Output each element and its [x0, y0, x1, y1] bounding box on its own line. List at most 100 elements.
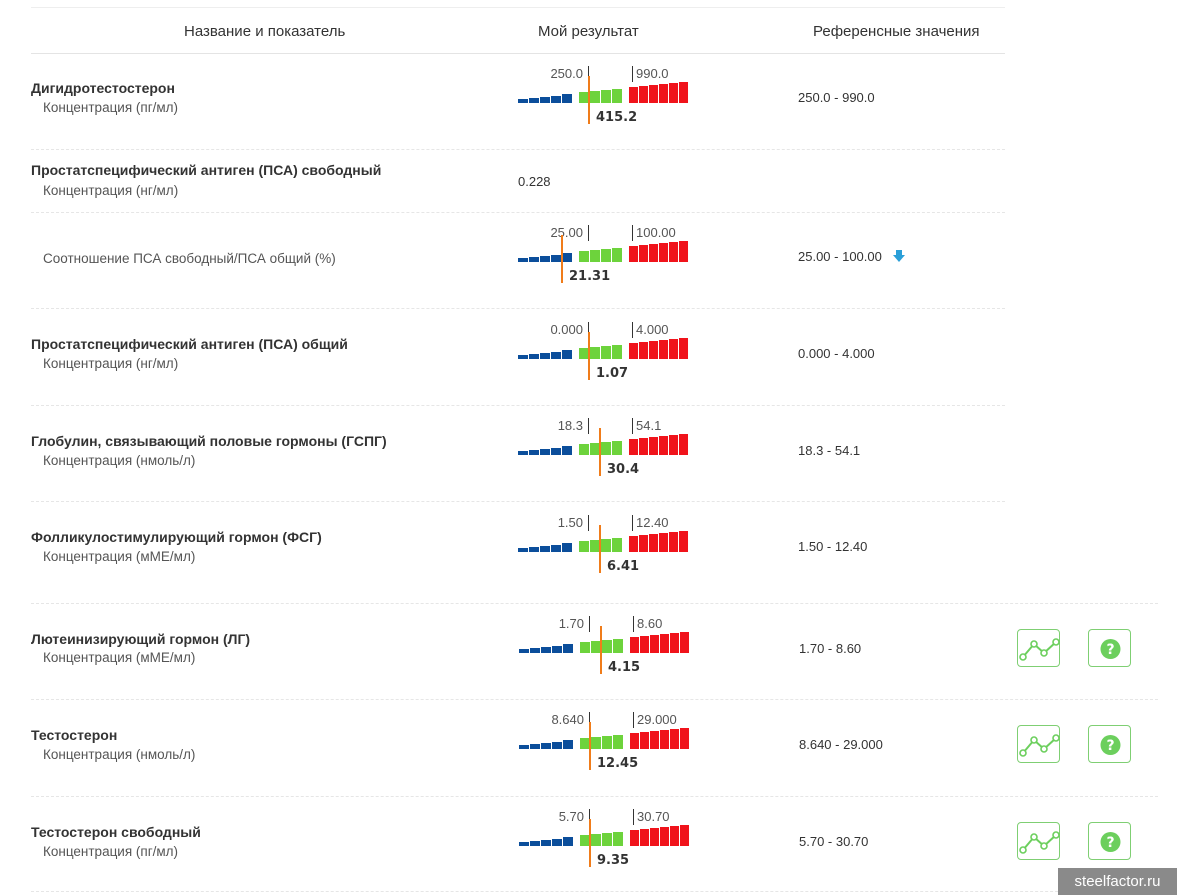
gauge-bar-above	[630, 733, 639, 749]
test-unit: Концентрация (мМЕ/мл)	[43, 650, 196, 665]
gauge-bar-above	[650, 731, 659, 749]
trend-chart-button[interactable]	[1017, 629, 1060, 667]
row-divider	[31, 405, 1005, 406]
gauge-bar-above	[680, 728, 689, 749]
range-high-label: 12.40	[632, 515, 669, 531]
gauge-bar-below	[541, 647, 551, 653]
gauge-bar-below	[562, 543, 572, 552]
help-button[interactable]: ?	[1088, 629, 1131, 667]
result-value: 12.45	[597, 756, 639, 771]
gauge-bar-normal	[602, 640, 612, 653]
range-high-label: 54.1	[632, 418, 661, 434]
gauge-bar-below	[540, 353, 550, 359]
gauge-bar-above	[659, 436, 668, 455]
range-low-label: 8.640	[551, 712, 590, 728]
svg-text:?: ?	[1106, 642, 1114, 658]
gauge-bar-above	[660, 730, 669, 749]
gauge-bar-normal	[612, 441, 622, 455]
test-name: Тестостерон	[31, 727, 118, 743]
range-low-label: 5.70	[559, 809, 590, 825]
gauge-bar-above	[660, 634, 669, 653]
gauge-bar-normal	[579, 92, 589, 103]
help-button[interactable]: ?	[1088, 725, 1131, 763]
test-name: Глобулин, связывающий половые гормоны (Г…	[31, 433, 387, 449]
result-value: 1.07	[596, 366, 629, 381]
gauge-bar-above	[659, 243, 668, 262]
gauge-bar-above	[669, 435, 678, 455]
test-unit: Концентрация (мМЕ/мл)	[43, 549, 196, 564]
gauge-bar-above	[679, 82, 688, 103]
gauge-bar-above	[670, 826, 679, 846]
range-high-label: 8.60	[633, 616, 662, 632]
row-divider	[31, 603, 1158, 604]
gauge-bar-normal	[590, 91, 600, 103]
test-unit: Концентрация (нг/мл)	[43, 183, 179, 198]
gauge-bar-below	[552, 742, 562, 749]
help-button[interactable]: ?	[1088, 822, 1131, 860]
gauge-bar-normal	[612, 248, 622, 262]
result-gauge: 25.00 100.00 21.31	[518, 225, 693, 301]
svg-text:?: ?	[1106, 835, 1114, 851]
trend-chart-button[interactable]	[1017, 725, 1060, 763]
column-header-reference: Референсные значения	[813, 23, 980, 40]
gauge-bar-above	[649, 341, 658, 359]
watermark: steelfactor.ru	[1058, 868, 1177, 895]
gauge-bar-above	[659, 340, 668, 359]
trend-chart-icon	[1019, 734, 1060, 757]
result-marker	[589, 722, 591, 770]
test-name: Лютеинизирующий гормон (ЛГ)	[31, 631, 251, 647]
gauge-bar-above	[679, 241, 688, 262]
gauge-bar-normal	[579, 251, 589, 262]
gauge-bar-above	[659, 533, 668, 552]
range-high-label: 4.000	[632, 322, 669, 338]
gauge-bar-below	[552, 646, 562, 653]
trend-chart-button[interactable]	[1017, 822, 1060, 860]
result-value: 0.228	[518, 174, 551, 189]
range-high-label: 29.000	[633, 712, 677, 728]
gauge-bar-above	[639, 438, 648, 455]
gauge-bar-below	[529, 547, 539, 552]
row-divider	[31, 891, 1158, 892]
result-marker	[588, 76, 590, 124]
gauge-bar-above	[640, 636, 649, 653]
gauge-bar-above	[679, 531, 688, 552]
gauge-bar-below	[551, 352, 561, 359]
gauge-bar-above	[680, 825, 689, 846]
gauge-bar-below	[519, 649, 529, 653]
gauge-bar-above	[669, 339, 678, 359]
test-unit: Концентрация (нг/мл)	[43, 356, 179, 371]
test-unit: Концентрация (нмоль/л)	[43, 747, 196, 762]
gauge-bar-above	[649, 244, 658, 262]
result-marker	[589, 819, 591, 867]
gauge-bar-normal	[579, 348, 589, 359]
result-value: 9.35	[597, 853, 630, 868]
gauge-bar-below	[540, 256, 550, 262]
result-gauge: 1.50 12.40 6.41	[518, 515, 693, 591]
test-name: Тестостерон свободный	[31, 824, 201, 840]
gauge-bar-above	[670, 633, 679, 653]
reference-range-text: 250.0 - 990.0	[798, 90, 875, 105]
result-value: 6.41	[607, 559, 640, 574]
help-question-icon: ?	[1100, 832, 1121, 852]
test-unit: Соотношение ПСА свободный/ПСА общий (%)	[43, 251, 336, 266]
reference-range: 18.3 - 54.1	[798, 443, 860, 458]
gauge-bar-below	[529, 257, 539, 262]
gauge-bar-normal	[591, 834, 601, 846]
gauge-bar-above	[629, 87, 638, 103]
gauge-bar-above	[639, 245, 648, 262]
result-gauge: 8.640 29.000 12.45	[519, 712, 694, 788]
gauge-bar-above	[659, 84, 668, 103]
gauge-bar-normal	[590, 540, 600, 552]
gauge-bar-normal	[591, 641, 601, 653]
reference-range: 8.640 - 29.000	[799, 737, 883, 752]
gauge-bar-normal	[591, 737, 601, 749]
test-unit: Концентрация (нмоль/л)	[43, 453, 196, 468]
column-header-name: Название и показатель	[184, 23, 346, 40]
gauge-bar-above	[670, 729, 679, 749]
gauge-bar-normal	[601, 539, 611, 552]
gauge-bar-normal	[579, 541, 589, 552]
result-gauge: 0.000 4.000 1.07	[518, 322, 693, 398]
gauge-bar-below	[529, 354, 539, 359]
gauge-bar-below	[529, 98, 539, 103]
result-value: 30.4	[607, 462, 640, 477]
